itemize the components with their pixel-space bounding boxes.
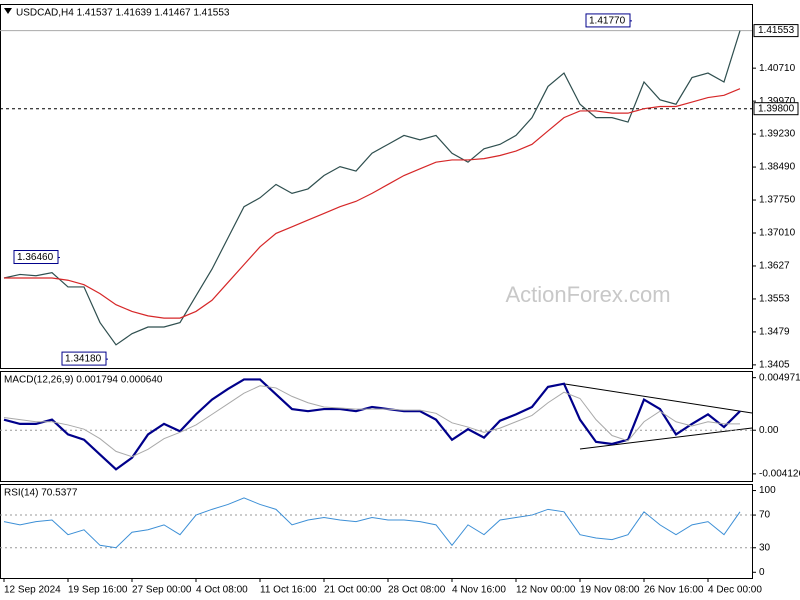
y-tick-label: 1.3479 — [759, 327, 790, 338]
price-label-box — [753, 24, 799, 38]
y-tick-label: 1.40710 — [759, 63, 796, 74]
y-tick-label: -0.004126 — [759, 469, 800, 480]
x-tick-label: 11 Oct 16:00 — [260, 585, 317, 596]
price-label: 1.41553 — [758, 25, 795, 36]
x-tick-label: 27 Sep 00:00 — [132, 585, 192, 596]
y-tick-label: 0.004971 — [759, 372, 800, 383]
x-tick-label: 19 Nov 08:00 — [580, 585, 640, 596]
y-tick-label: 70 — [759, 510, 771, 521]
panel-icon — [4, 8, 12, 14]
trend-line — [564, 383, 753, 414]
trend-line — [579, 427, 753, 450]
y-tick-label: 30 — [759, 542, 771, 553]
y-tick-label: 1.39230 — [759, 129, 796, 140]
x-tick-label: 4 Dec 00:00 — [708, 585, 762, 596]
series-line — [3, 30, 741, 346]
x-tick-label: 19 Sep 16:00 — [68, 585, 128, 596]
y-tick-label: 1.37750 — [759, 195, 796, 206]
series-line — [3, 497, 741, 549]
y-tick-label: 0 — [759, 567, 765, 578]
x-tick-label: 21 Oct 00:00 — [324, 585, 382, 596]
annotation-label: 1.36460 — [17, 252, 54, 263]
y-tick-label: 0.00 — [759, 425, 779, 436]
x-tick-label: 4 Oct 08:00 — [196, 585, 248, 596]
y-tick-label: 1.39970 — [759, 96, 796, 107]
annotation-box — [13, 250, 59, 265]
x-tick-label: 4 Nov 16:00 — [452, 585, 506, 596]
price-panel — [0, 4, 753, 369]
panel-title: USDCAD,H4 1.41537 1.41639 1.41467 1.4155… — [16, 8, 230, 19]
y-tick-label: 1.3553 — [759, 294, 790, 305]
price-label-box — [753, 102, 799, 116]
x-tick-label: 28 Oct 08:00 — [388, 585, 446, 596]
series-line — [4, 88, 741, 319]
y-tick-label: 1.3627 — [759, 261, 790, 272]
x-tick-label: 26 Nov 16:00 — [644, 585, 704, 596]
price-label: 1.39800 — [758, 103, 795, 114]
annotation-label: 1.34180 — [65, 354, 102, 365]
annotation-box — [61, 351, 107, 366]
y-tick-label: 1.37010 — [759, 228, 796, 239]
x-tick-label: 12 Sep 2024 — [4, 585, 61, 596]
macd-panel — [0, 371, 753, 482]
y-tick-label: 100 — [759, 485, 776, 496]
panel-title: RSI(14) 70.5377 — [4, 488, 78, 499]
y-tick-label: 1.38490 — [759, 162, 796, 173]
series-line — [3, 385, 740, 458]
annotation-box — [585, 13, 631, 28]
y-tick-label: 1.3405 — [759, 360, 790, 371]
x-tick-label: 12 Nov 00:00 — [516, 585, 576, 596]
annotation-label: 1.41770 — [589, 16, 626, 27]
rsi-panel — [0, 484, 753, 579]
panel-title: MACD(12,26,9) 0.001794 0.000640 — [4, 375, 163, 386]
watermark: ActionForex.com — [505, 282, 670, 307]
series-line — [3, 378, 741, 471]
